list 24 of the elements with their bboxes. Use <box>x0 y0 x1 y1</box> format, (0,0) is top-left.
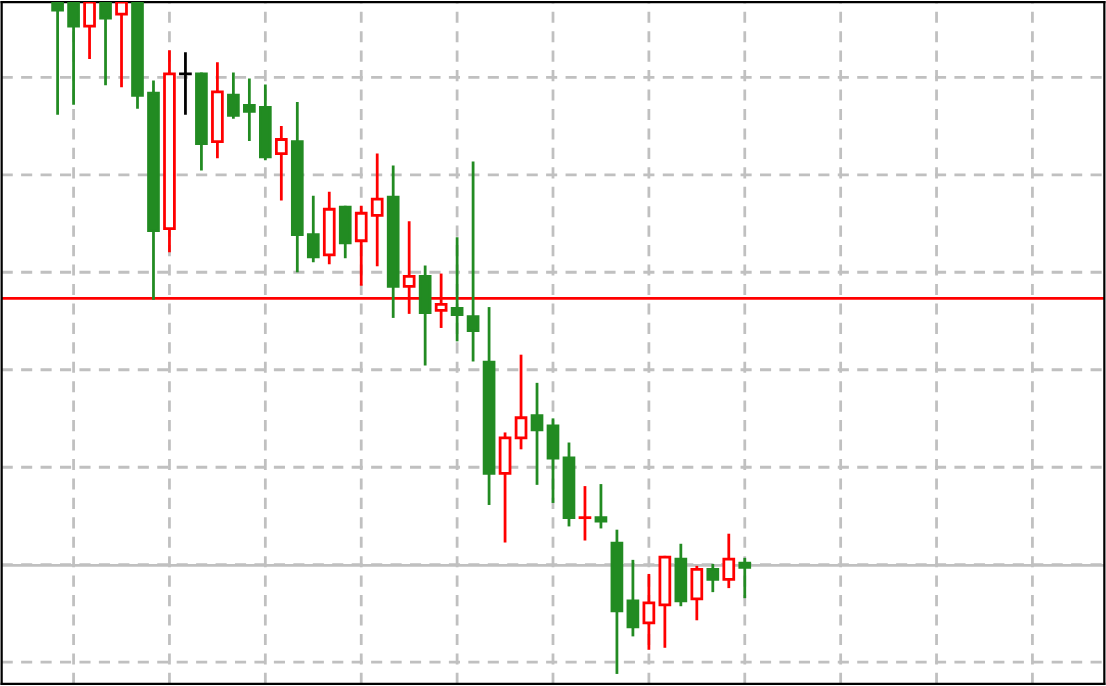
candlestick <box>642 573 656 650</box>
candlestick <box>530 382 544 485</box>
candlestick <box>99 2 112 86</box>
candlestick <box>338 205 352 259</box>
candlestick <box>690 565 704 621</box>
candlestick <box>418 265 432 366</box>
candlestick <box>658 555 672 648</box>
candlestick <box>179 52 192 115</box>
candlestick <box>514 354 528 450</box>
candlestick <box>450 237 464 342</box>
candlestick <box>594 484 608 529</box>
candlestick <box>83 2 96 60</box>
candlestick <box>706 563 720 593</box>
candlestick <box>578 486 592 541</box>
candlestick <box>722 533 736 589</box>
candlestick <box>466 161 480 362</box>
candlestick <box>274 126 288 201</box>
candlestick <box>498 432 512 543</box>
candlestick <box>546 418 560 503</box>
candlestick <box>322 191 336 265</box>
candlestick <box>115 2 128 88</box>
candlestick <box>674 543 688 607</box>
candlestick <box>626 559 640 637</box>
candlestick <box>738 557 752 599</box>
